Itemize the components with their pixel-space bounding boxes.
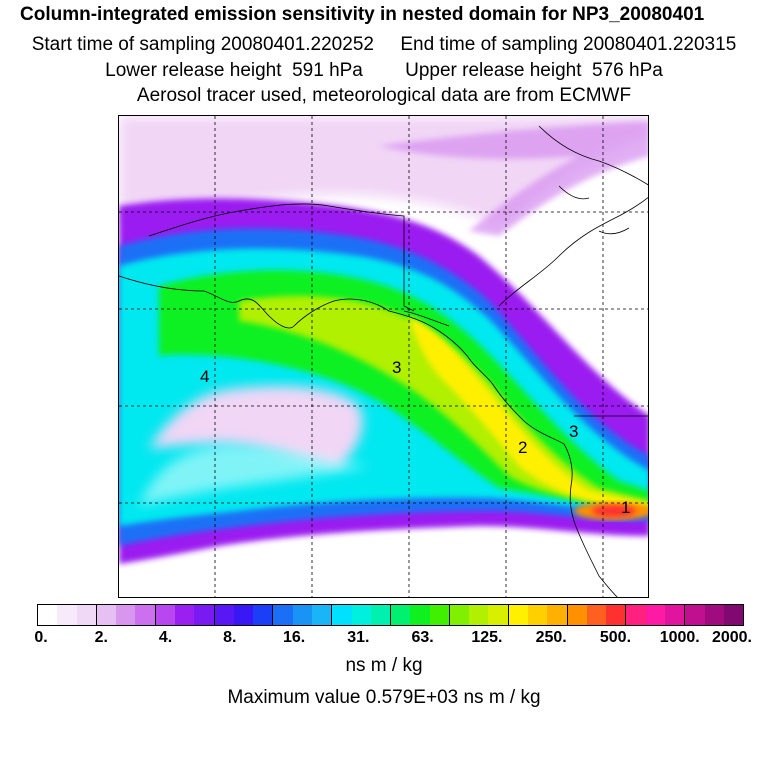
colorbar-cell — [685, 605, 705, 625]
colorbar-cell — [508, 605, 529, 625]
colorbar-tick-label: 63. — [411, 629, 434, 646]
colorbar-cell — [704, 605, 724, 625]
colorbar-tick-label: 4. — [158, 629, 173, 646]
colorbar-cell — [253, 605, 274, 625]
plume-label-1: 1 — [621, 498, 630, 517]
colorbar-cell — [410, 605, 430, 625]
plume-main — [119, 198, 648, 564]
colorbar-cell — [547, 605, 568, 625]
colorbar-cell — [155, 605, 175, 625]
colorbar-cell — [626, 605, 646, 625]
colorbar-cell — [723, 605, 744, 625]
colorbar-cell — [332, 605, 352, 625]
plume-label-2: 2 — [518, 438, 527, 457]
colorbar-tick-label: 500. — [599, 629, 632, 646]
colorbar-tick-label: 2. — [94, 629, 108, 646]
colorbar-cell — [38, 605, 58, 625]
colorbar-cell — [194, 605, 215, 625]
colorbar-tick-label: 250. — [535, 629, 567, 646]
colorbar-cell — [96, 605, 117, 625]
colorbar-tick-label: 0. — [34, 629, 48, 646]
colorbar-cell — [311, 605, 333, 625]
colorbar-cell — [76, 605, 97, 625]
colorbar-unit: ns m / kg — [345, 655, 423, 676]
colorbar-cell — [606, 605, 627, 625]
emission-sensitivity-map: 1 2 3 3 4 — [118, 115, 649, 598]
colorbar-tick-labels: 0. 2. 4. 8. 16. 31. 63. 125. 250. 500. 1000. 2000. — [34, 629, 752, 651]
colorbar-cell — [528, 605, 548, 625]
plume-label-3b: 3 — [569, 422, 578, 441]
colorbar-cell — [469, 605, 489, 625]
colorbar — [37, 604, 744, 626]
colorbar-tick-label: 31. — [347, 629, 370, 646]
colorbar-cell — [116, 605, 136, 625]
colorbar-tick-label: 125. — [471, 629, 503, 646]
colorbar-cell — [370, 605, 392, 625]
map-canvas: 1 2 3 3 4 — [119, 116, 648, 597]
colorbar-cell — [273, 605, 293, 625]
colorbar-cell — [351, 605, 371, 625]
graticule — [119, 116, 648, 597]
colorbar-cell — [449, 605, 470, 625]
colorbar-cell — [233, 605, 254, 625]
tracer-info: Aerosol tracer used, meteorological data… — [136, 85, 632, 106]
colorbar-cell — [135, 605, 156, 625]
colorbar-cell — [567, 605, 587, 625]
colorbar-cell — [645, 605, 665, 625]
colorbar-cell — [214, 605, 234, 625]
colorbar-cell — [391, 605, 411, 625]
maximum-value: Maximum value 0.579E+03 ns m / kg — [227, 687, 541, 708]
colorbar-tick-label: 1000. — [659, 629, 700, 646]
map-title: Column-integrated emission sensitivity i… — [20, 4, 705, 25]
colorbar-cell — [665, 605, 686, 625]
sampling-times: Start time of sampling 20080401.220252 E… — [31, 34, 737, 55]
colorbar-cell — [429, 605, 450, 625]
release-heights: Lower release height 591 hPa Upper relea… — [105, 60, 663, 81]
colorbar-cell — [488, 605, 509, 625]
colorbar-cell — [174, 605, 195, 625]
colorbar-cell — [586, 605, 607, 625]
colorbar-cell — [292, 605, 312, 625]
plume-label-4: 4 — [200, 367, 209, 386]
colorbar-tick-label: 2000. — [711, 629, 753, 646]
coastlines — [119, 125, 648, 597]
colorbar-tick-label: 16. — [282, 629, 306, 646]
plume-haze — [119, 116, 648, 236]
colorbar-cell — [57, 605, 77, 625]
colorbar-tick-label: 8. — [223, 629, 237, 646]
plume-label-3: 3 — [392, 358, 401, 377]
